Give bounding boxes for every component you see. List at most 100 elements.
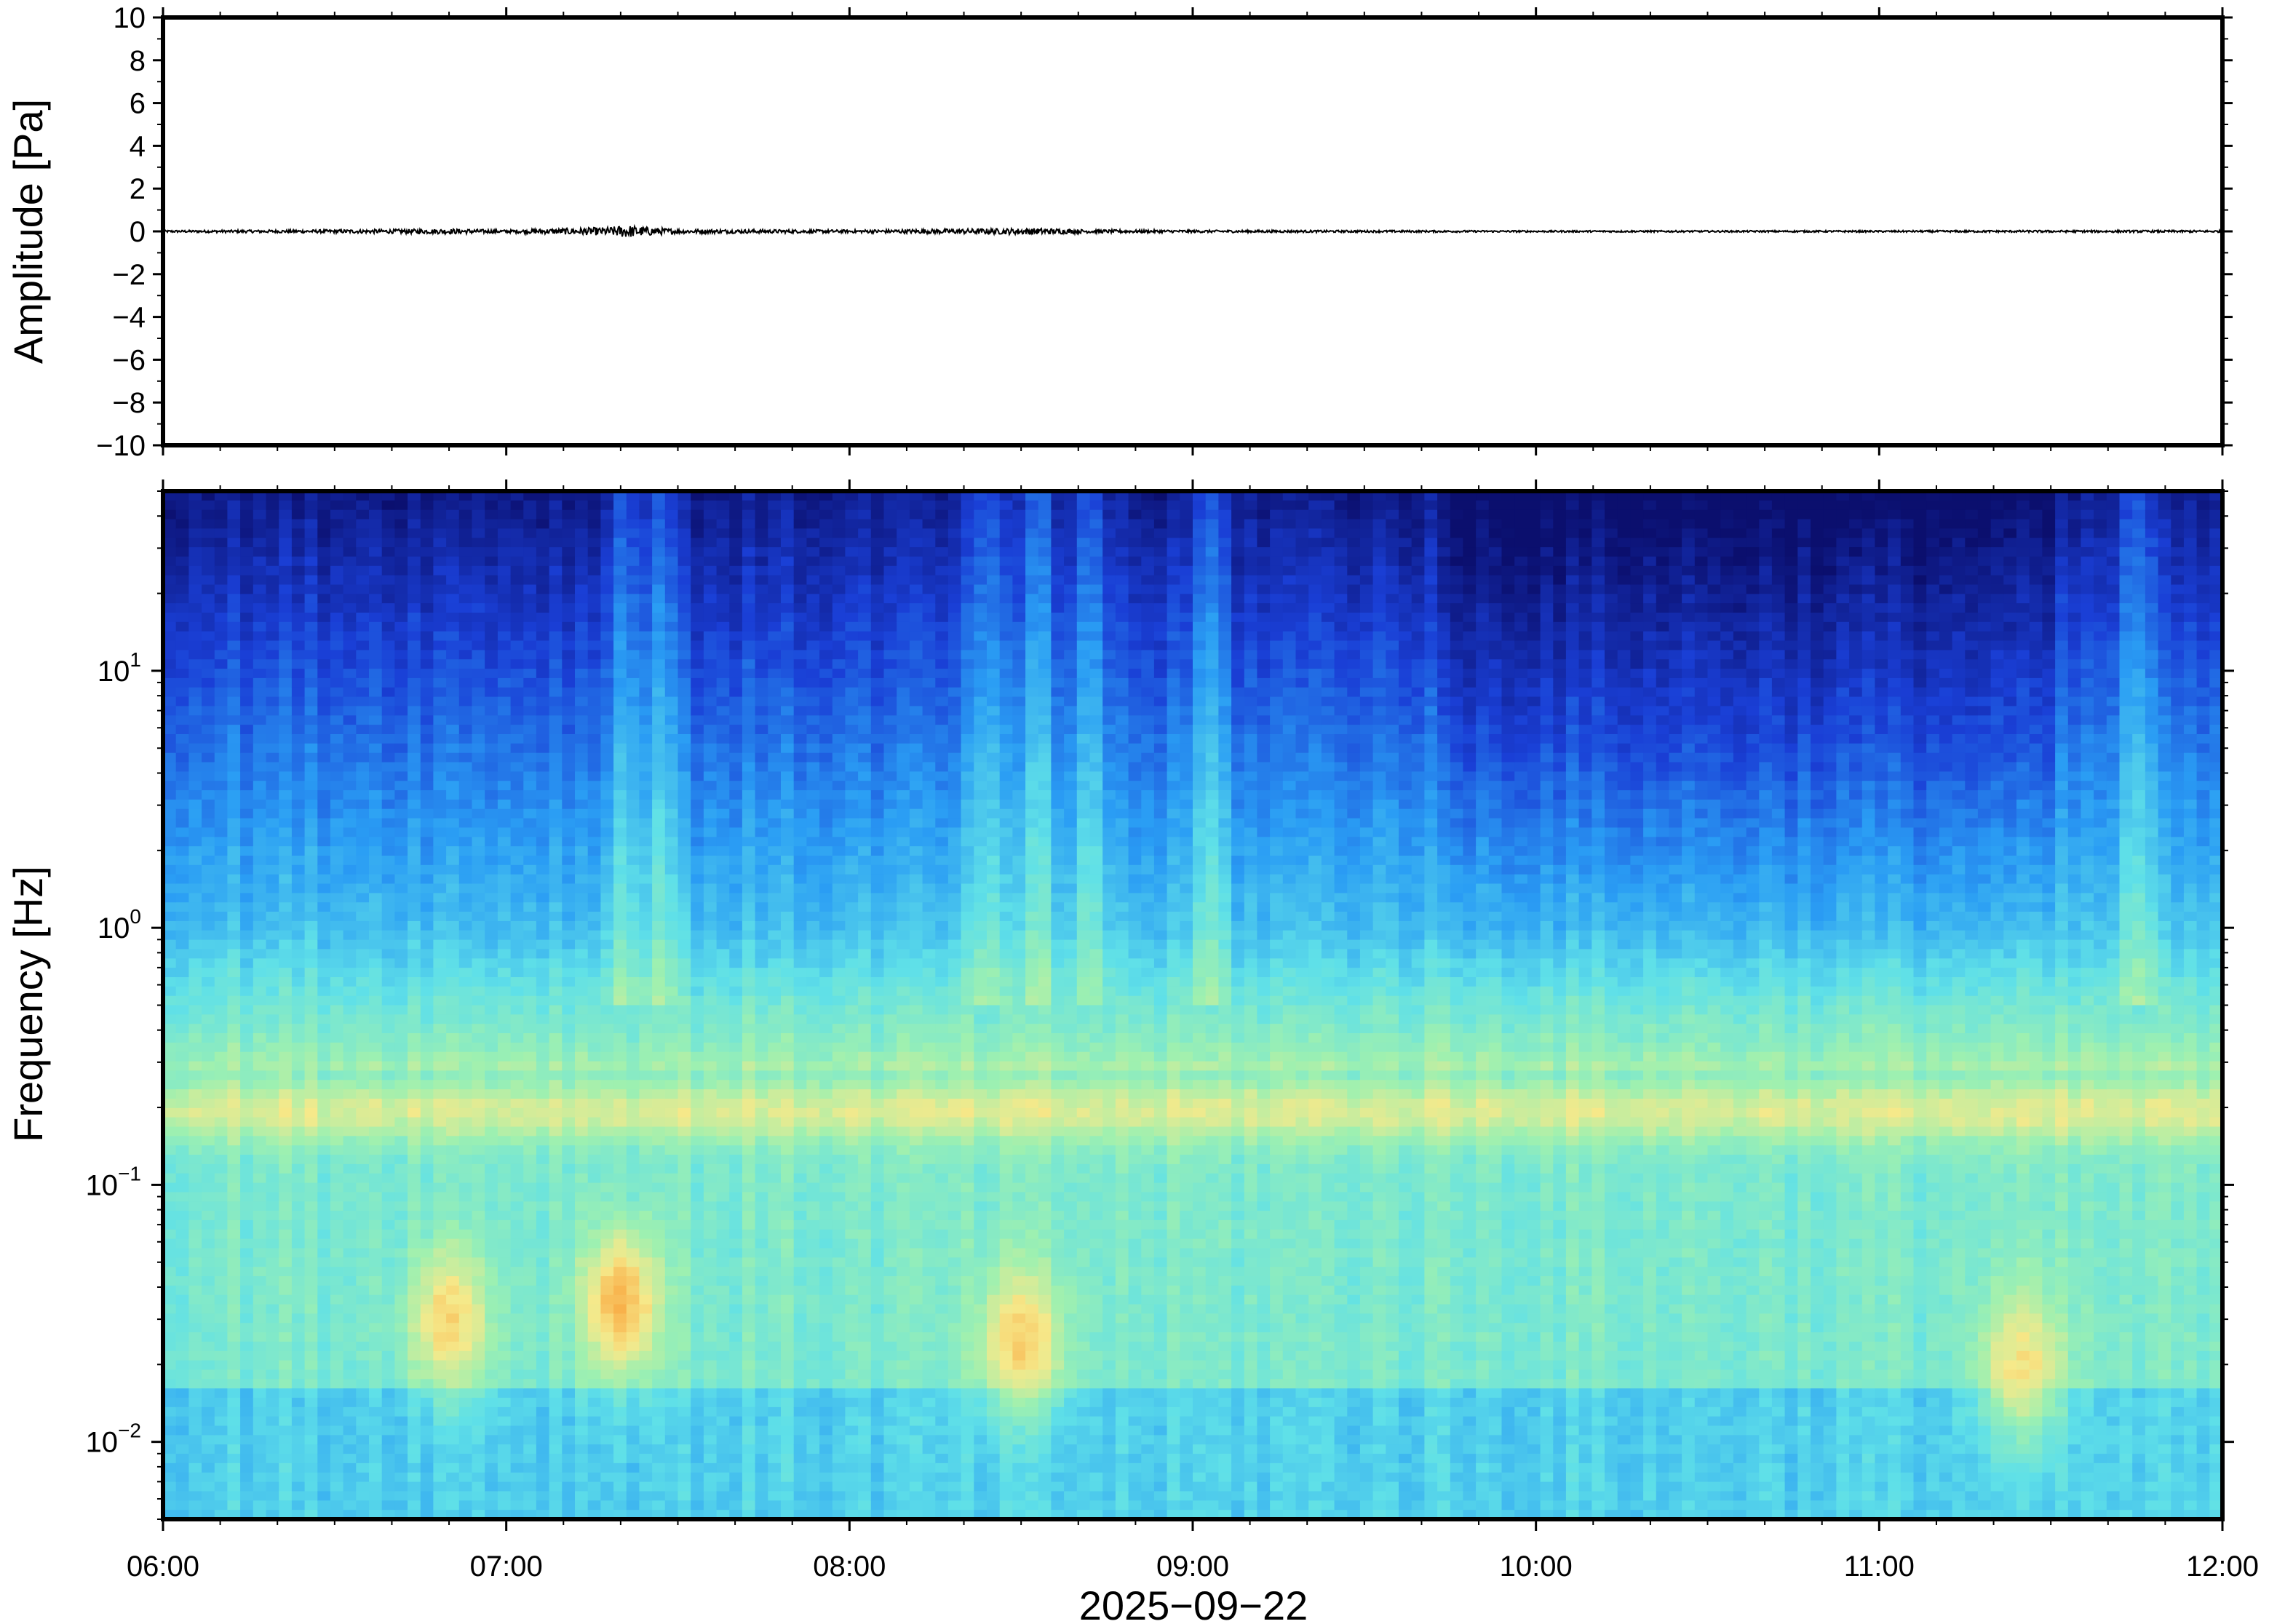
spectrogram-cell bbox=[433, 491, 447, 501]
spectrogram-cell bbox=[562, 1182, 576, 1193]
spectrogram-cell bbox=[575, 706, 589, 716]
spectrogram-cell bbox=[266, 781, 279, 791]
spectrogram-cell bbox=[691, 706, 704, 716]
spectrogram-cell bbox=[639, 1005, 653, 1016]
spectrogram-cell bbox=[587, 1211, 602, 1221]
spectrogram-cell bbox=[485, 491, 498, 501]
spectrogram-cell bbox=[485, 519, 498, 530]
spectrogram-cell bbox=[639, 1406, 653, 1417]
spectrogram-cell bbox=[330, 790, 344, 800]
spectrogram-cell bbox=[317, 594, 331, 604]
spectrogram-cell bbox=[317, 1332, 331, 1342]
spectrogram-cell bbox=[330, 930, 344, 941]
spectrogram-cell bbox=[317, 1398, 331, 1408]
spectrogram-cell bbox=[510, 1294, 525, 1305]
spectrogram-cell bbox=[652, 1360, 666, 1371]
spectrogram-cell bbox=[587, 902, 602, 912]
spectrogram-cell bbox=[330, 706, 344, 716]
spectrogram-cell bbox=[240, 1070, 254, 1080]
spectrogram-cell bbox=[600, 519, 614, 530]
spectrogram-cell bbox=[266, 1211, 279, 1221]
spectrogram-cell bbox=[587, 1257, 602, 1267]
spectrogram-cell bbox=[369, 1107, 383, 1118]
spectrogram-cell bbox=[202, 874, 215, 885]
spectrogram-cell bbox=[536, 1155, 550, 1165]
spectrogram-cell bbox=[408, 1229, 421, 1240]
spectrogram-cell bbox=[408, 1267, 421, 1277]
spectrogram-cell bbox=[394, 874, 408, 885]
spectrogram-cell bbox=[433, 1294, 447, 1305]
spectrogram-cell bbox=[600, 575, 614, 586]
spectrogram-cell bbox=[703, 1024, 718, 1034]
spectrogram-cell bbox=[587, 958, 602, 968]
spectrogram-cell bbox=[240, 1500, 254, 1510]
spectrogram-cell bbox=[343, 715, 357, 725]
spectrogram-cell bbox=[279, 1107, 293, 1118]
spectrogram-cell bbox=[227, 1051, 241, 1062]
spectrogram-cell bbox=[485, 1155, 498, 1165]
spectrogram-cell bbox=[369, 968, 383, 978]
spectrogram-cell bbox=[652, 565, 666, 576]
spectrogram-cell bbox=[369, 1313, 383, 1324]
spectrogram-cell bbox=[369, 1304, 383, 1315]
spectrogram-cell bbox=[279, 958, 293, 968]
spectrogram-cell bbox=[163, 1126, 177, 1137]
spectrogram-cell bbox=[626, 1089, 640, 1099]
spectrogram-heatmap bbox=[163, 491, 2222, 1519]
spectrogram-cell bbox=[420, 1089, 434, 1099]
spectrogram-cell bbox=[227, 743, 241, 754]
spectrogram-cell bbox=[562, 725, 576, 735]
spectrogram-cell bbox=[188, 725, 202, 735]
spectrogram-cell bbox=[536, 528, 550, 538]
spectrogram-cell bbox=[472, 1481, 485, 1492]
spectrogram-cell bbox=[729, 500, 743, 511]
spectrogram-cell bbox=[458, 1462, 473, 1473]
spectrogram-cell bbox=[716, 1219, 731, 1230]
spectrogram-cell bbox=[485, 1014, 498, 1024]
spectrogram-cell bbox=[703, 1051, 718, 1062]
spectrogram-cell bbox=[510, 491, 525, 501]
spectrogram-cell bbox=[472, 1182, 485, 1193]
spectrogram-cell bbox=[330, 565, 344, 576]
spectrogram-cell bbox=[188, 1042, 202, 1053]
spectrogram-cell bbox=[575, 808, 589, 819]
spectrogram-cell bbox=[497, 1444, 512, 1454]
spectrogram-cell bbox=[330, 1398, 344, 1408]
spectrogram-cell bbox=[214, 1248, 229, 1259]
spectrogram-cell bbox=[394, 1033, 408, 1043]
spectrogram-cell bbox=[356, 1163, 370, 1174]
spectrogram-cell bbox=[304, 715, 319, 725]
spectrogram-cell bbox=[202, 1070, 215, 1080]
spectrogram-cell bbox=[664, 1192, 679, 1202]
spectrogram-cell bbox=[549, 958, 563, 968]
spectrogram-cell bbox=[652, 1005, 666, 1016]
spectrogram-cell bbox=[317, 547, 331, 557]
spectrogram-cell bbox=[485, 715, 498, 725]
spectrogram-cell bbox=[549, 734, 563, 744]
spectrogram-cell bbox=[664, 500, 679, 511]
spectrogram-cell bbox=[587, 1024, 602, 1034]
spectrogram-cell bbox=[613, 1070, 627, 1080]
spectrogram-cell bbox=[575, 1267, 589, 1277]
spectrogram-cell bbox=[279, 1416, 293, 1427]
spectrogram-cell bbox=[433, 1481, 447, 1492]
spectrogram-cell bbox=[613, 1051, 627, 1062]
spectrogram-cell bbox=[652, 1219, 666, 1230]
spectrogram-cell bbox=[291, 995, 306, 1006]
spectrogram-cell bbox=[188, 519, 202, 530]
spectrogram-cell bbox=[485, 640, 498, 651]
spectrogram-cell bbox=[163, 762, 177, 773]
spectrogram-cell bbox=[394, 1313, 408, 1324]
spectrogram-cell bbox=[446, 1388, 460, 1398]
spectrogram-cell bbox=[253, 1491, 267, 1502]
spectrogram-cell bbox=[356, 1379, 370, 1389]
spectrogram-cell bbox=[343, 1406, 357, 1417]
spectrogram-cell bbox=[729, 556, 743, 567]
spectrogram-cell bbox=[458, 1042, 473, 1053]
spectrogram-cell bbox=[691, 1379, 704, 1389]
spectrogram-cell bbox=[562, 939, 576, 950]
spectrogram-cell bbox=[575, 771, 589, 781]
spectrogram-cell bbox=[472, 650, 485, 660]
spectrogram-cell bbox=[613, 584, 627, 595]
spectrogram-cell bbox=[664, 1425, 679, 1436]
